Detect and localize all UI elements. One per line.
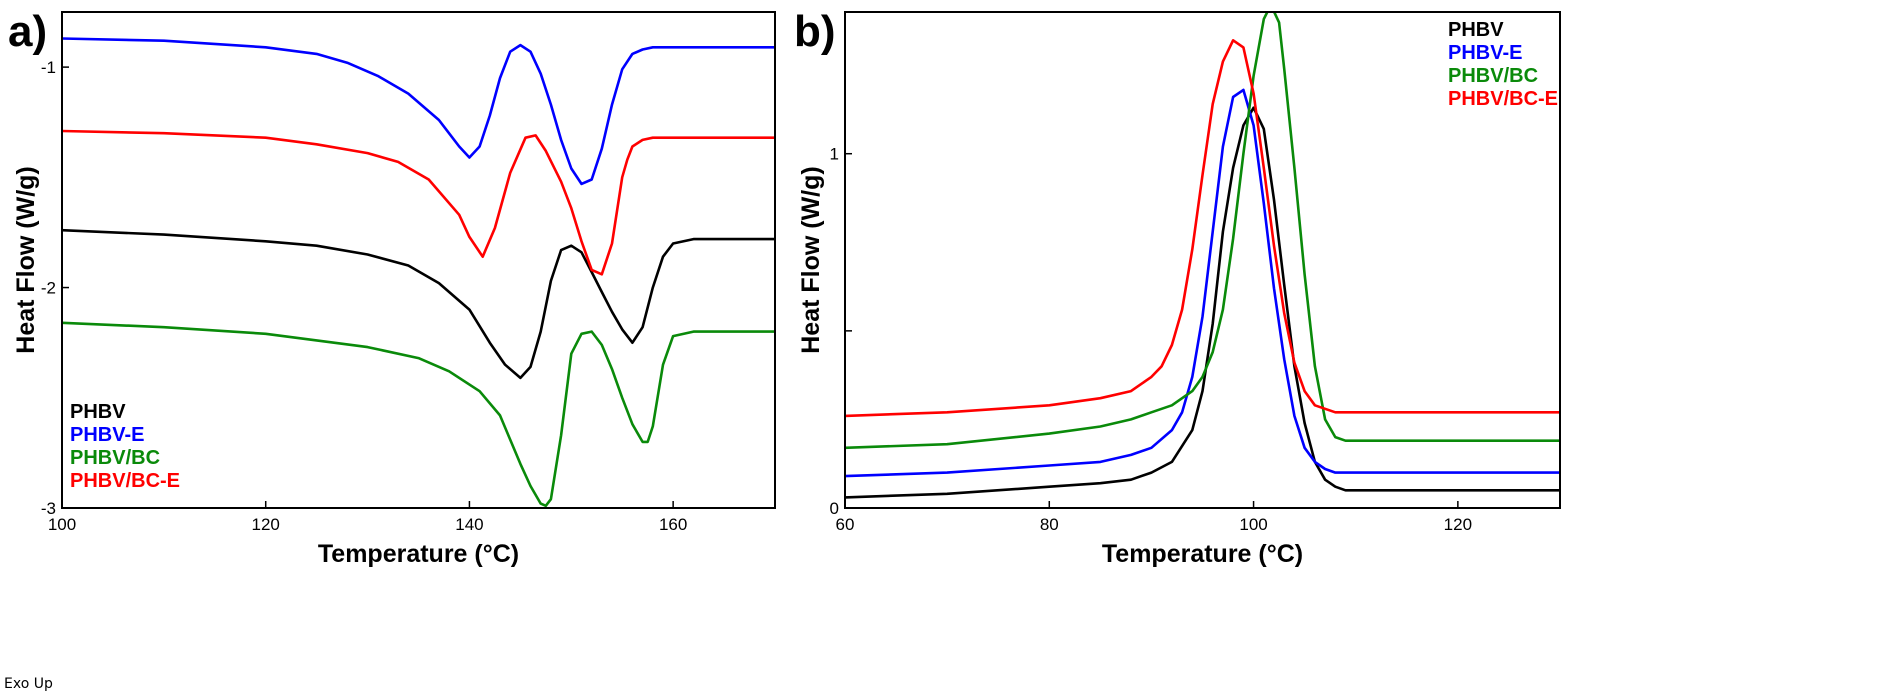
- x-tick-label: 100: [1239, 515, 1267, 534]
- series-line-phbv-bc: [845, 12, 1560, 450]
- legend-entry: PHBV-E: [1448, 42, 1522, 64]
- y-axis-title: Heat Flow (W/g): [12, 166, 40, 353]
- plot-frame: [844, 11, 1561, 509]
- panel-label: b): [794, 7, 836, 56]
- x-tick-label: 60: [836, 515, 855, 534]
- plot-area: [845, 12, 1560, 499]
- plot-frame: [61, 11, 776, 509]
- y-tick-label: -1: [41, 58, 56, 77]
- x-axis-title: Temperature (°C): [1102, 540, 1303, 568]
- x-tick-label: 140: [455, 515, 483, 534]
- y-tick-label: 1: [830, 145, 839, 164]
- series-line-phbv: [845, 106, 1560, 499]
- series-line-phbv: [62, 228, 775, 380]
- x-tick-label: 100: [48, 515, 76, 534]
- x-tick-label: 120: [252, 515, 280, 534]
- series-line-phbv-bc-e: [845, 39, 1560, 418]
- exo-up-note: Exo Up: [4, 676, 53, 692]
- panel-a: a) 100 120 140 160 -3 -2 -1 Temperature (°C) Heat…: [4, 7, 776, 692]
- panel-b: b) 60 80 100 120 0 1 Temperature (°C) Heat Flow …: [794, 7, 1561, 568]
- y-axis-title: Heat Flow (W/g): [797, 166, 825, 353]
- legend-entry: PHBV-E: [70, 424, 144, 446]
- legend-entry: PHBV/BC-E: [70, 470, 180, 492]
- legend-entry: PHBV: [1448, 19, 1504, 41]
- x-tick-label: 120: [1444, 515, 1472, 534]
- legend-entry: PHBV/BC: [1448, 65, 1538, 87]
- legend-entry: PHBV/BC-E: [1448, 88, 1558, 110]
- y-tick-label: -3: [41, 499, 56, 518]
- legend-entry: PHBV: [70, 401, 126, 423]
- series-line-phbv-bc-e: [62, 129, 775, 276]
- series-line-phbv-e: [845, 88, 1560, 478]
- x-tick-label: 80: [1040, 515, 1059, 534]
- x-tick-label: 160: [659, 515, 687, 534]
- y-tick-label: 0: [830, 499, 839, 518]
- plot-area: [62, 37, 775, 508]
- y-tick-label: -2: [41, 279, 56, 298]
- series-line-phbv-bc: [62, 321, 775, 508]
- legend-entry: PHBV/BC: [70, 447, 160, 469]
- panel-label: a): [8, 7, 47, 56]
- x-axis-title: Temperature (°C): [318, 540, 519, 568]
- series-line-phbv-e: [62, 37, 775, 186]
